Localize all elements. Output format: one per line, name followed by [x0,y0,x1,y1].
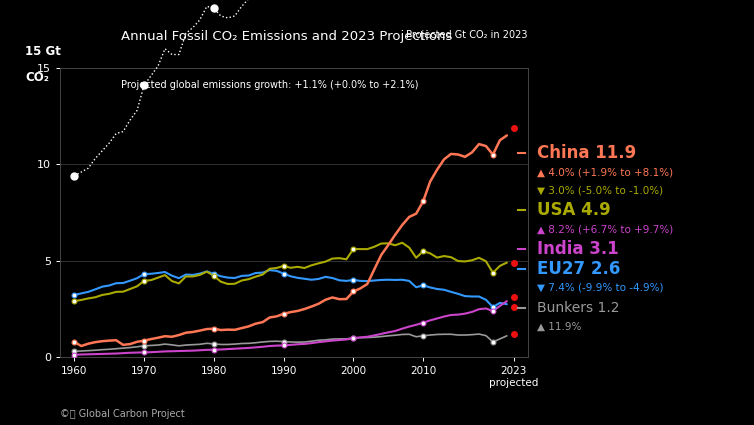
Text: 15 Gt: 15 Gt [26,45,61,58]
Text: EU27 2.6: EU27 2.6 [537,260,621,278]
Text: USA 4.9: USA 4.9 [537,201,611,219]
Text: ©ⓘ Global Carbon Project: ©ⓘ Global Carbon Project [60,409,185,419]
Text: ▲ 4.0% (+1.9% to +8.1%): ▲ 4.0% (+1.9% to +8.1%) [537,167,673,177]
Text: Bunkers 1.2: Bunkers 1.2 [537,301,620,315]
Text: India 3.1: India 3.1 [537,240,619,258]
Text: ▼ 3.0% (-5.0% to -1.0%): ▼ 3.0% (-5.0% to -1.0%) [537,186,664,196]
Text: ▲ 11.9%: ▲ 11.9% [537,322,581,332]
Text: Annual Fossil CO₂ Emissions and 2023 Projections: Annual Fossil CO₂ Emissions and 2023 Pro… [121,31,452,43]
Text: CO₂: CO₂ [26,71,49,84]
Text: Projected global emissions growth: +1.1% (+0.0% to +2.1%): Projected global emissions growth: +1.1%… [121,79,418,90]
Text: ▼ 7.4% (-9.9% to -4.9%): ▼ 7.4% (-9.9% to -4.9%) [537,283,664,293]
Text: ▲ 8.2% (+6.7% to +9.7%): ▲ 8.2% (+6.7% to +9.7%) [537,225,673,235]
Text: Projected Gt CO₂ in 2023: Projected Gt CO₂ in 2023 [406,31,528,40]
Text: China 11.9: China 11.9 [537,144,636,162]
